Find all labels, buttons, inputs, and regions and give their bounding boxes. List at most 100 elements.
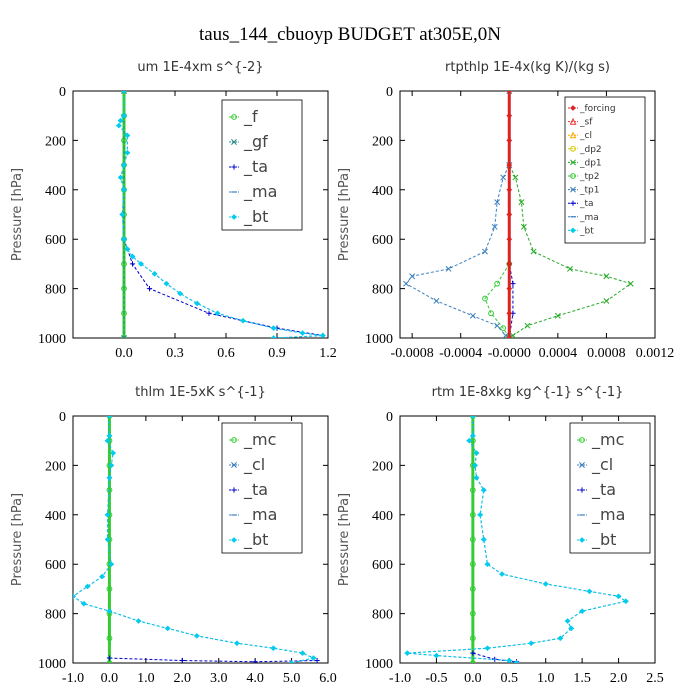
legend-box — [569, 422, 651, 554]
legend-marker — [570, 227, 576, 234]
data-point — [314, 657, 320, 663]
data-point — [473, 474, 480, 481]
legend-label: _ma — [591, 505, 625, 525]
x-tick-label: 3.0 — [210, 671, 228, 686]
data-point — [433, 652, 440, 659]
legend: _f _gf _ta _ma _bt — [221, 99, 303, 231]
data-point — [138, 260, 144, 267]
x-tick-label: 0.6 — [217, 346, 235, 361]
legend-label: _cl — [591, 455, 613, 475]
data-point — [108, 561, 115, 568]
legend-marker — [231, 462, 237, 468]
legend-label: _ta — [243, 480, 268, 500]
data-point — [121, 236, 127, 243]
legend-label: _bt — [579, 226, 594, 236]
data-point — [506, 657, 513, 663]
data-point — [494, 322, 501, 329]
legend-marker — [570, 159, 576, 166]
data-point — [469, 610, 476, 617]
data-point — [104, 437, 111, 444]
legend-label: _ma — [243, 182, 277, 202]
data-point — [106, 487, 113, 494]
legend-label: _ta — [579, 199, 594, 209]
data-point — [564, 618, 571, 624]
data-point — [506, 91, 513, 94]
data-point — [151, 270, 158, 277]
data-point — [121, 91, 127, 94]
data-point — [513, 660, 520, 663]
y-tick-label: 800 — [372, 283, 393, 298]
legend-label: _forcing — [579, 104, 616, 114]
data-point — [164, 625, 171, 632]
data-point — [554, 312, 561, 319]
legend: _forcing _sf _cl _dp2 _dp1 _tp2 _tp1 _ta _ma _bt — [564, 96, 646, 244]
data-point — [491, 223, 498, 230]
data-point — [506, 162, 513, 169]
data-point — [469, 586, 476, 592]
data-point — [480, 487, 487, 494]
data-point — [433, 297, 440, 304]
y-axis-label: Pressure [hPa] — [337, 168, 352, 261]
data-point — [494, 280, 501, 287]
legend-label: _ta — [591, 480, 616, 500]
data-point — [403, 280, 410, 287]
data-point — [484, 561, 491, 568]
series-line-ta — [109, 657, 318, 663]
legend-marker — [231, 114, 237, 120]
legend: _mc _cl _ta _ma _bt — [569, 422, 651, 554]
data-point — [121, 335, 127, 338]
data-point — [466, 437, 473, 444]
data-point — [524, 322, 531, 329]
data-point — [506, 260, 513, 267]
data-point — [214, 310, 221, 317]
data-point — [135, 618, 142, 624]
data-point — [484, 645, 491, 652]
data-point — [115, 122, 122, 129]
data-point — [627, 280, 634, 287]
y-tick-label: 600 — [372, 558, 393, 573]
data-point — [506, 186, 513, 193]
legend-marker — [231, 214, 237, 220]
legend-marker — [570, 186, 576, 193]
data-point — [500, 174, 507, 181]
y-tick-label: 0 — [386, 410, 393, 425]
data-point — [469, 432, 476, 439]
data-point — [99, 573, 106, 580]
data-point — [528, 640, 535, 647]
x-tick-label: -0.0008 — [391, 346, 434, 361]
x-tick-label: 0.0008 — [587, 346, 626, 361]
legend-label: _sf — [579, 118, 593, 128]
legend-label: _ta — [243, 157, 268, 177]
legend-label: _ma — [579, 213, 599, 223]
x-tick-label: 6.0 — [319, 671, 337, 686]
data-point — [482, 248, 488, 255]
panel-title: um 1E-4xm s^{-2} — [137, 60, 263, 75]
y-tick-label: 600 — [45, 233, 66, 248]
data-point — [270, 325, 277, 332]
data-point — [469, 487, 476, 494]
data-point — [469, 416, 476, 419]
data-point — [121, 112, 127, 119]
data-point — [146, 286, 153, 292]
data-point — [124, 246, 131, 253]
data-point — [518, 199, 525, 206]
y-tick-label: 400 — [45, 509, 66, 524]
x-tick-label: -1.0 — [389, 671, 411, 686]
x-tick-label: 0.9 — [268, 346, 286, 361]
data-point — [615, 593, 622, 600]
legend-label: _bt — [243, 207, 268, 227]
data-point — [233, 640, 240, 647]
data-point — [310, 655, 317, 662]
data-point — [129, 253, 136, 260]
data-point — [119, 211, 126, 218]
y-tick-label: 0 — [59, 85, 66, 100]
x-tick-label: 4.0 — [246, 671, 264, 686]
data-point — [117, 174, 124, 181]
x-tick-label: 0.3 — [166, 346, 184, 361]
legend-label: _dp2 — [579, 145, 602, 155]
legend-marker — [231, 487, 237, 493]
y-tick-label: 600 — [45, 558, 66, 573]
panel-3: thlm 1E-5xK s^{-1} Pressure [hPa] -1.0 0.0 1… — [10, 385, 337, 686]
data-point — [104, 511, 111, 518]
